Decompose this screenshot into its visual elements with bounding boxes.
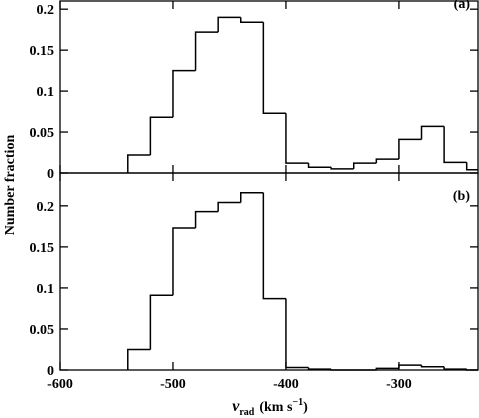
histogram-bin xyxy=(172,69,196,118)
y-tick-label: 0.2 xyxy=(37,3,55,18)
histogram-bin xyxy=(375,158,399,164)
histogram-bin xyxy=(285,113,309,164)
y-tick-label: 0 xyxy=(47,364,54,379)
histogram-bin xyxy=(127,154,151,173)
x-tick-label: -300 xyxy=(386,377,412,392)
y-tick-label: 0.15 xyxy=(30,44,55,59)
histogram-bin xyxy=(420,365,445,368)
histogram-bin xyxy=(398,138,422,160)
x-label-subscript: rad xyxy=(239,407,254,418)
x-label-symbol: v xyxy=(232,398,240,415)
histogram-bin xyxy=(398,364,422,369)
y-tick-label: 0.15 xyxy=(30,241,55,256)
histogram-bin xyxy=(285,298,309,369)
histogram-bin xyxy=(330,167,354,170)
x-label-close: ) xyxy=(303,400,308,415)
histogram-bin xyxy=(307,163,332,169)
histogram-bin xyxy=(262,192,286,300)
y-tick-label: 0.1 xyxy=(37,282,55,297)
y-axis-label: Number fraction xyxy=(3,135,18,236)
y-tick-label: 0.05 xyxy=(30,323,55,338)
histogram-bin xyxy=(307,367,332,370)
histogram-bin xyxy=(194,31,219,71)
histogram-bin xyxy=(149,294,173,350)
histogram-bin xyxy=(217,201,241,212)
annotation: (b) xyxy=(453,189,470,204)
histogram-bin xyxy=(262,22,286,114)
histogram-bin xyxy=(443,126,467,164)
x-tick-label: -600 xyxy=(47,377,73,392)
x-label-superscript: −1 xyxy=(292,397,303,408)
plot-area xyxy=(127,16,478,371)
histogram-bin xyxy=(352,162,377,169)
histogram-bin xyxy=(240,191,264,203)
x-axis-label: vrad (km s−1) xyxy=(232,397,308,418)
x-tick-label: -400 xyxy=(273,377,299,392)
histogram-bin xyxy=(217,16,241,33)
annotation: (a) xyxy=(454,0,471,12)
x-tick-label: -500 xyxy=(160,377,186,392)
histogram-bin xyxy=(149,116,173,155)
histogram-bin xyxy=(465,162,478,171)
histogram-bin xyxy=(420,125,445,140)
y-tick-label: 0.1 xyxy=(37,85,55,100)
y-tick-label: 0 xyxy=(47,167,54,182)
y-tick-label: 0.2 xyxy=(37,200,55,215)
panel-frame xyxy=(59,172,479,371)
x-label-unit: (km s xyxy=(259,400,293,415)
panel-frame xyxy=(59,0,479,174)
histogram-bin xyxy=(194,210,219,228)
y-tick-label: 0.05 xyxy=(30,126,55,141)
histogram-bin xyxy=(240,17,264,24)
histogram-bin xyxy=(172,227,196,296)
histogram-bin xyxy=(127,348,151,370)
histogram-bin xyxy=(443,366,467,370)
